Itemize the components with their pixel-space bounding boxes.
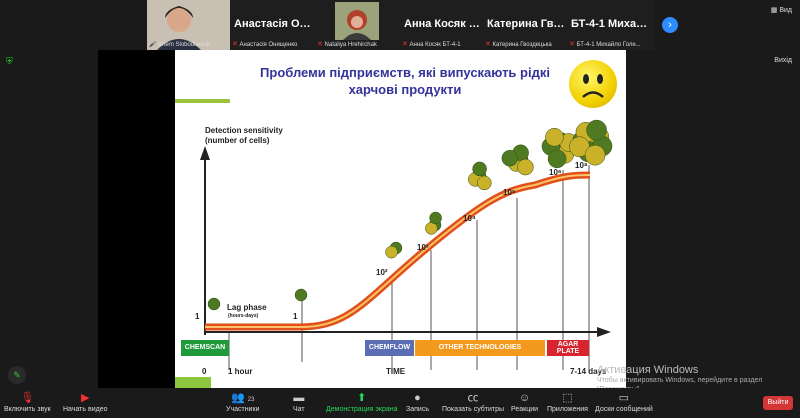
share-icon: ⬆: [357, 392, 367, 404]
mic-muted-icon: ✕: [485, 41, 491, 48]
bacteria-colony: [425, 211, 442, 235]
participant-tile[interactable]: ✕ Nataliya Hrehirchak: [315, 0, 400, 50]
bacteria-colony: [385, 241, 403, 259]
participant-tile[interactable]: БТ-4-1 Михайл... ✕ БТ-4-1 Михайло Голе..…: [567, 0, 655, 50]
participant-strip: 🎤 Artem Slobodianiuk Анастасія Они... ✕ …: [0, 0, 800, 50]
agar-plate-bar: AGAR PLATE: [547, 340, 589, 356]
mic-muted-icon: ✕: [232, 41, 238, 48]
bacteria-colony: [294, 288, 308, 302]
lag-phase-sub: (hours-days): [228, 313, 259, 319]
reactions-button[interactable]: ☺ Реакции: [511, 392, 539, 413]
chemflow-bar: CHEMFLOW: [365, 340, 414, 356]
point-label: 10⁵: [503, 188, 516, 197]
record-icon: ●: [414, 392, 421, 404]
growth-chart: [200, 119, 613, 372]
x-label-hour: 1 hour: [228, 367, 253, 376]
apps-button[interactable]: ⬚ Приложения: [547, 392, 588, 413]
mic-muted-icon: 🎙: [20, 392, 35, 404]
participant-name: БТ-4-1 Михайл...: [571, 18, 653, 30]
meeting-toolbar: 🎙 Включить звук ▶ Начать видео 👥 23 Участни…: [0, 388, 800, 418]
start-label: 1: [195, 312, 200, 321]
exit-fullscreen-button[interactable]: Вихід: [774, 57, 792, 64]
point-label: 10⁸: [575, 161, 588, 170]
captions-icon: ㏄: [467, 392, 479, 404]
participant-label: ✕ Катерина Гвоздецька: [485, 41, 552, 48]
bacteria-colony: [541, 127, 578, 169]
bacteria-colony: [501, 144, 534, 176]
point-label: 1: [293, 312, 298, 321]
other-technologies-bar: OTHER TECHNOLOGIES: [415, 340, 545, 356]
slideshow-controls[interactable]: [175, 377, 211, 388]
x-axis-arrow: [597, 327, 611, 337]
participant-video: [335, 2, 379, 40]
presentation-slide: Проблеми підприємств, які випускають рід…: [175, 50, 626, 388]
start-video-button[interactable]: ▶ Начать видео: [63, 392, 108, 413]
reactions-icon: ☺: [518, 392, 531, 404]
unmute-button[interactable]: 🎙 Включить звук: [4, 392, 51, 413]
chat-icon: ▬: [293, 392, 305, 404]
whiteboard-icon: ▭: [618, 392, 630, 404]
whiteboards-button[interactable]: ▭ Доски сообщений: [595, 392, 653, 413]
participant-label: 🎤 Artem Slobodianiuk: [149, 42, 210, 48]
participant-tile[interactable]: Анастасія Они... ✕ Анастасія Онищенко: [230, 0, 315, 50]
x-label-time: TIME: [386, 367, 406, 376]
view-button[interactable]: ▦ Вид: [770, 7, 792, 14]
sad-face-icon: [569, 60, 617, 108]
title-underline: [175, 99, 230, 103]
chemscan-bar: CHEMSCAN: [181, 340, 229, 356]
participant-name: Анастасія Они...: [234, 18, 313, 30]
participant-label: ✕ БТ-4-1 Михайло Голе...: [569, 41, 641, 48]
chat-button[interactable]: ▬ Чат: [293, 392, 305, 413]
participant-video: [147, 0, 230, 50]
slide-title: Проблеми підприємств, які випускають рід…: [260, 65, 550, 97]
x-label-days: 7-14 days: [570, 367, 607, 376]
y-axis-label: Detection sensitivity (number of cells): [205, 126, 283, 145]
mic-muted-icon: ✕: [317, 41, 323, 48]
point-label: 10²: [376, 268, 388, 277]
participant-tile[interactable]: 🎤 Artem Slobodianiuk: [147, 0, 230, 50]
mic-muted-icon: ✕: [569, 41, 575, 48]
y-axis-arrow: [200, 146, 210, 160]
participant-name: Анна Косяк БТ-...: [404, 18, 481, 30]
security-shield-icon[interactable]: ⛨: [6, 56, 13, 66]
record-button[interactable]: ● Запись: [406, 392, 429, 413]
participants-icon: 👥 23: [231, 392, 255, 404]
participant-tile[interactable]: Анна Косяк БТ-... ✕ Анна Косяк БТ-4-1: [400, 0, 483, 50]
participant-label: ✕ Nataliya Hrehirchak: [317, 41, 377, 48]
point-label: 10⁶: [549, 168, 562, 177]
participant-label: ✕ Анна Косяк БТ-4-1: [402, 41, 461, 48]
bacteria-colony: [468, 161, 492, 191]
mic-icon: 🎤: [149, 42, 157, 48]
lag-phase-label: Lag phase: [227, 303, 267, 312]
bacteria-colony: [569, 119, 613, 166]
annotate-pencil-icon[interactable]: ✎: [8, 366, 26, 384]
x-label-zero: 0: [202, 367, 207, 376]
participants-button[interactable]: 👥 23 Участники: [226, 392, 260, 413]
next-page-button[interactable]: ›: [662, 17, 678, 33]
point-label: 10³: [417, 243, 429, 252]
point-label: 10⁴: [463, 214, 476, 223]
mic-muted-icon: ✕: [402, 41, 408, 48]
apps-icon: ⬚: [562, 392, 573, 404]
participant-name: Катерина Гвозд...: [487, 18, 565, 30]
video-off-icon: ▶: [81, 392, 90, 404]
leave-button[interactable]: Выйти: [763, 396, 793, 410]
bacteria-colony: [207, 297, 221, 311]
participant-tile[interactable]: Катерина Гвозд... ✕ Катерина Гвоздецька: [483, 0, 567, 50]
participant-label: ✕ Анастасія Онищенко: [232, 41, 298, 48]
captions-button[interactable]: ㏄ Показать субтитры: [442, 392, 505, 413]
share-screen-button[interactable]: ⬆ Демонстрация экрана: [326, 392, 398, 413]
